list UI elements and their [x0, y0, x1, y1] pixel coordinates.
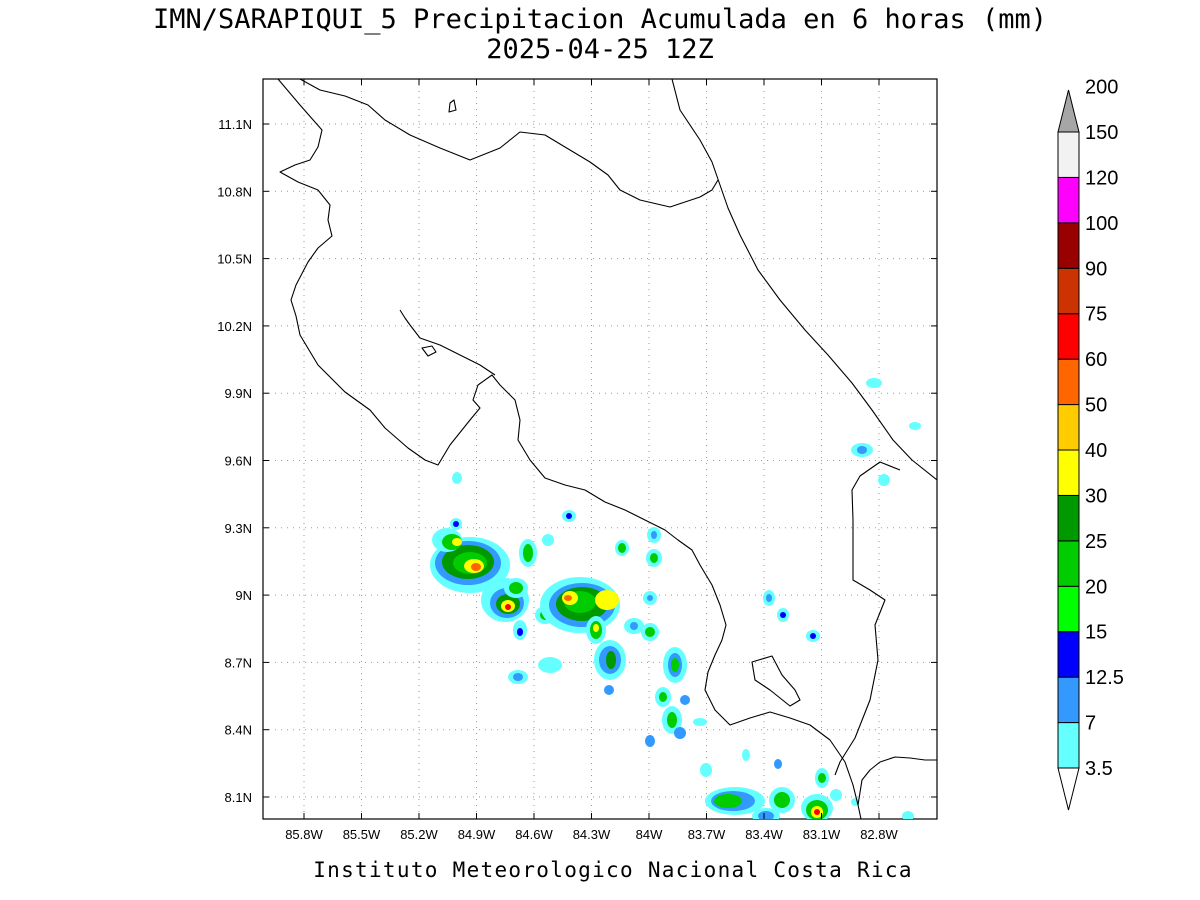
lon-tick-label: 84W [636, 827, 663, 842]
colorbar-top-arrow [1057, 89, 1080, 133]
colorbar-level-label: 90 [1085, 258, 1107, 280]
precip-cluster-caribbean [452, 378, 921, 642]
colorbar-level-label: 75 [1085, 304, 1107, 326]
lat-tick-label: 10.2N [217, 319, 252, 334]
lon-tick-label: 84.6W [515, 827, 553, 842]
colorbar-swatch [1057, 358, 1080, 406]
colorbar-bottom-arrow [1057, 767, 1080, 811]
colorbar-level-label: 60 [1085, 349, 1107, 371]
north-coast [299, 79, 719, 208]
colorbar-level-label: 20 [1085, 576, 1107, 598]
colorbar-swatch [1057, 631, 1080, 678]
colorbar-swatch [1057, 540, 1080, 587]
golfo-dulce [857, 756, 937, 806]
colorbar: 3.5 7 12.5 15 20 25 30 40 50 60 75 90 100 120 150 200 [1057, 77, 1124, 811]
lat-tick-label: 9.9N [225, 386, 252, 401]
colorbar-level-label: 40 [1085, 440, 1107, 462]
colorbar-swatch [1057, 176, 1080, 224]
lat-tick-label: 8.7N [225, 655, 252, 670]
chira-island [421, 345, 437, 357]
lat-tick-label: 8.4N [225, 723, 252, 738]
lat-tick-label: 9.6N [225, 454, 252, 469]
colorbar-level-label: 100 [1085, 213, 1118, 235]
colorbar-swatch [1057, 585, 1080, 633]
nicaragua-border [277, 79, 862, 819]
lat-tick-label: 11.1N [218, 117, 252, 132]
lon-tick-label: 84.3W [573, 827, 611, 842]
precip-cluster-southeast [641, 527, 707, 747]
coastlines [277, 79, 937, 819]
precip-cluster-south [700, 749, 914, 819]
colorbar-level-label: 150 [1085, 122, 1118, 144]
colorbar-swatch [1057, 722, 1080, 769]
colorbar-level-label: 25 [1085, 531, 1107, 553]
lon-tick-label: 83.1W [803, 827, 841, 842]
lake-islet [448, 99, 457, 113]
map-frame [262, 78, 938, 820]
lat-tick-label: 10.5N [217, 252, 252, 267]
map-panel: 85.8W 85.5W 85.2W 84.9W 84.6W 84.3W 84W 83.7W 83… [217, 78, 938, 842]
colorbar-swatch [1057, 267, 1080, 315]
nicoya-coast [399, 309, 496, 376]
osa-peninsula [751, 655, 801, 707]
lon-tick-label: 83.7W [688, 827, 726, 842]
colorbar-level-label: 12.5 [1085, 667, 1124, 689]
colorbar-swatch [1057, 494, 1080, 542]
colorbar-level-label: 3.5 [1085, 758, 1113, 780]
colorbar-level-label: 15 [1085, 622, 1107, 644]
colorbar-swatch [1057, 404, 1080, 451]
colorbar-swatch [1057, 676, 1080, 724]
footer-credit: Instituto Meteorologico Nacional Costa R… [313, 858, 913, 882]
colorbar-level-label: 30 [1085, 485, 1107, 507]
lon-tick-label: 83.4W [745, 827, 783, 842]
map-subtitle: 2025-04-25 12Z [486, 34, 714, 65]
panama-border [834, 461, 901, 776]
lon-tick-label: 82.8W [860, 827, 898, 842]
colorbar-swatch [1057, 131, 1080, 178]
lat-axis: 11.1N 10.8N 10.5N 10.2N 9.9N 9.6N 9.3N 9N 8.7N 8.… [217, 117, 937, 805]
colorbar-level-label: 120 [1085, 167, 1118, 189]
colorbar-level-label: 200 [1085, 77, 1118, 99]
precip-field [430, 378, 921, 819]
lon-axis: 85.8W 85.5W 85.2W 84.9W 84.6W 84.3W 84W 83.7W 83… [285, 79, 899, 842]
lon-tick-label: 85.8W [285, 827, 323, 842]
lon-tick-label: 85.2W [400, 827, 438, 842]
precip-cluster-east [540, 540, 644, 695]
lon-tick-label: 85.5W [343, 827, 381, 842]
lat-tick-label: 9N [235, 588, 252, 603]
lon-tick-label: 84.9W [458, 827, 496, 842]
lat-tick-label: 9.3N [225, 521, 252, 536]
colorbar-level-label: 7 [1085, 713, 1096, 735]
precip-cluster-west [430, 518, 510, 593]
colorbar-level-label: 50 [1085, 395, 1107, 417]
caribbean-coast [671, 79, 937, 481]
colorbar-swatch [1057, 222, 1080, 269]
colorbar-swatch [1057, 313, 1080, 360]
map-title: IMN/SARAPIQUI_5 Precipitacion Acumulada … [153, 4, 1047, 35]
colorbar-swatch [1057, 449, 1080, 496]
lat-tick-label: 10.8N [217, 184, 252, 199]
lat-tick-label: 8.1N [225, 790, 252, 805]
